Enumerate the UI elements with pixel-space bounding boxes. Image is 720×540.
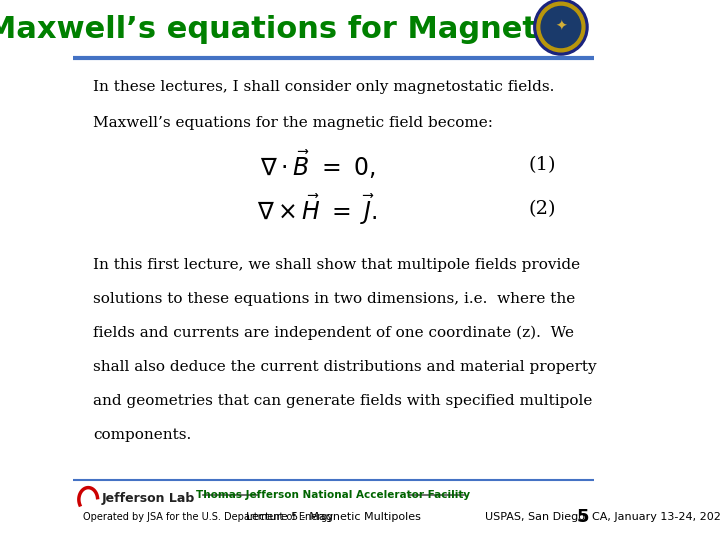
Text: In these lectures, I shall consider only magnetostatic fields.: In these lectures, I shall consider only… bbox=[94, 80, 555, 94]
Text: $\nabla \cdot \vec{B}\ =\ 0,$: $\nabla \cdot \vec{B}\ =\ 0,$ bbox=[260, 148, 375, 181]
Text: (2): (2) bbox=[528, 200, 556, 219]
Text: and geometries that can generate fields with specified multipole: and geometries that can generate fields … bbox=[94, 394, 593, 408]
Text: fields and currents are independent of one coordinate (z).  We: fields and currents are independent of o… bbox=[94, 326, 575, 340]
Text: Maxwell’s equations for Magnets: Maxwell’s equations for Magnets bbox=[0, 15, 555, 44]
Text: USPAS, San Diego, CA, January 13-24, 2020: USPAS, San Diego, CA, January 13-24, 202… bbox=[485, 512, 720, 522]
Text: Thomas Jefferson National Accelerator Facility: Thomas Jefferson National Accelerator Fa… bbox=[197, 490, 470, 500]
Text: solutions to these equations in two dimensions, i.e.  where the: solutions to these equations in two dime… bbox=[94, 292, 576, 306]
Text: components.: components. bbox=[94, 428, 192, 442]
Circle shape bbox=[537, 2, 585, 52]
Text: Lecture 5 - Magnetic Multipoles: Lecture 5 - Magnetic Multipoles bbox=[246, 512, 421, 522]
Circle shape bbox=[541, 6, 581, 48]
Text: In this first lecture, we shall show that multipole fields provide: In this first lecture, we shall show tha… bbox=[94, 258, 580, 272]
Text: Jefferson Lab: Jefferson Lab bbox=[102, 492, 194, 505]
Text: ✦: ✦ bbox=[555, 20, 567, 34]
Text: shall also deduce the current distributions and material property: shall also deduce the current distributi… bbox=[94, 360, 597, 374]
Text: $\nabla \times \vec{H}\ =\ \vec{J}.$: $\nabla \times \vec{H}\ =\ \vec{J}.$ bbox=[257, 192, 378, 227]
Text: Operated by JSA for the U.S. Department of Energy: Operated by JSA for the U.S. Department … bbox=[83, 512, 333, 522]
Circle shape bbox=[534, 0, 588, 55]
Text: 5: 5 bbox=[577, 508, 589, 526]
Text: Maxwell’s equations for the magnetic field become:: Maxwell’s equations for the magnetic fie… bbox=[94, 116, 493, 130]
Text: (1): (1) bbox=[528, 156, 556, 174]
